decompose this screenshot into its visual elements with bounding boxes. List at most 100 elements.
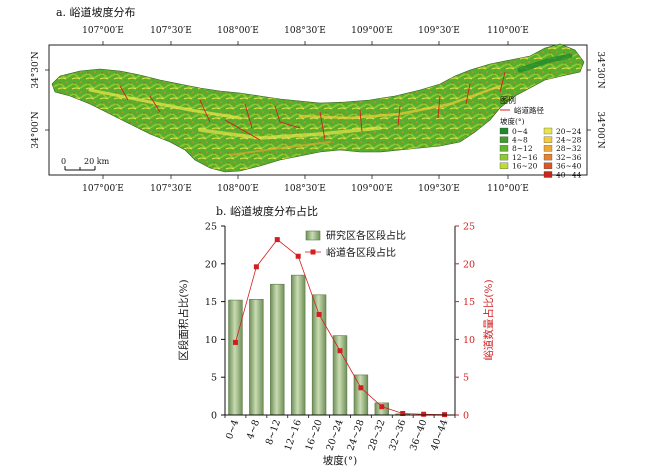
bar-0~4	[228, 299, 243, 416]
legend-class-swatch	[499, 162, 509, 169]
line-point-12~16	[295, 253, 301, 259]
line-point-24~28	[358, 385, 364, 391]
top-tick-label: 108°30′E	[284, 26, 326, 36]
bar-12~16	[290, 274, 306, 416]
top-tick-label: 110°00′E	[487, 26, 529, 36]
right-tick-label: 34°30′N	[595, 51, 605, 88]
left-tick-label: 25	[205, 222, 217, 233]
chart-axes	[224, 226, 456, 416]
legend-line-label: 峪道各区段占比	[326, 246, 396, 259]
bottom-tick-label: 108°00′E	[217, 184, 259, 194]
legend-class-label: 4~8	[512, 136, 528, 145]
bar-series	[228, 274, 452, 416]
legend-class-label: 20~24	[556, 127, 582, 136]
left-tick-label: 20	[205, 259, 217, 270]
legend-class-swatch	[543, 145, 553, 152]
legend-class-label: 24~28	[556, 136, 582, 145]
legend-bar-label: 研究区各区段占比	[326, 229, 406, 242]
x-tick-label: 8~12	[264, 418, 283, 446]
legend-line-marker	[310, 249, 316, 255]
right-tick-label: 10	[463, 335, 475, 346]
line-point-32~36	[400, 410, 406, 416]
bottom-tick-label: 109°30′E	[418, 184, 460, 194]
legend-bar-swatch	[305, 230, 321, 241]
bar-4~8	[249, 299, 264, 416]
bar-24~28	[353, 374, 369, 416]
legend-class-label: 16~20	[512, 162, 538, 171]
map-bottom-ticks: 107°00′E 107°30′E 108°00′E 108°30′E 109°…	[82, 184, 529, 194]
x-tick-label: 0~4	[224, 418, 241, 441]
right-tick-label: 20	[463, 259, 475, 270]
x-tick-label: 4~8	[245, 418, 262, 441]
legend-class-swatch	[499, 153, 509, 161]
x-tick-label: 24~28	[345, 418, 366, 452]
bottom-tick-label: 110°00′E	[487, 184, 529, 194]
legend-class-swatch	[543, 162, 553, 169]
map-legend: 图例 峪道路径 坡度(°) 0~44~88~1212~1616~2020~242…	[499, 95, 582, 179]
legend-class-swatch	[499, 145, 509, 152]
chart-legend: 研究区各区段占比 峪道各区段占比	[305, 229, 406, 259]
left-tick-label: 10	[205, 335, 217, 346]
y-axis-left-label: 区段面积占比(%)	[177, 279, 190, 360]
top-tick-label: 109°00′E	[351, 26, 393, 36]
right-tick-label: 0	[463, 411, 469, 422]
legend-class-label: 32~36	[556, 153, 582, 162]
x-tick-label: 16~20	[304, 418, 325, 452]
legend-class-swatch	[543, 171, 553, 178]
legend-class-label: 40~44	[556, 170, 582, 179]
left-tick-label: 34°00′N	[31, 111, 41, 148]
right-tick-label: 25	[463, 222, 475, 233]
slope-highlights	[88, 53, 573, 156]
legend-road-label: 峪道路径	[514, 105, 544, 115]
line-point-20~24	[337, 348, 343, 354]
bar-20~24	[332, 335, 348, 416]
x-tick-label: 28~32	[366, 418, 387, 452]
valley-road-paths	[119, 71, 506, 141]
x-tick-label: 40~44	[429, 418, 450, 452]
legend-class-label: 28~32	[556, 144, 582, 153]
map-top-ticks: 107°00′E 107°30′E 108°00′E 108°30′E 109°…	[82, 26, 529, 36]
left-tick-label: 34°30′N	[31, 51, 41, 88]
chart-title: b. 峪道坡度分布占比	[216, 204, 318, 218]
x-tick-label: 32~36	[387, 418, 408, 452]
right-tick-label: 5	[463, 373, 469, 384]
bottom-tick-label: 108°30′E	[284, 184, 326, 194]
legend-class-label: 8~12	[512, 144, 533, 153]
left-axis-ticks: 0 5 10 15 20 25	[205, 222, 225, 422]
legend-class-label: 36~40	[556, 162, 582, 171]
right-tick-label: 34°00′N	[595, 111, 605, 148]
bottom-tick-label: 107°30′E	[150, 184, 192, 194]
line-point-0~4	[232, 339, 238, 345]
line-point-16~20	[316, 311, 322, 317]
top-tick-label: 108°00′E	[217, 26, 259, 36]
left-tick-label: 15	[205, 297, 217, 308]
top-tick-label: 107°30′E	[150, 26, 192, 36]
bottom-tick-label: 109°00′E	[351, 184, 393, 194]
map-title: a. 峪道坡度分布	[56, 5, 136, 19]
legend-class-swatch	[543, 136, 553, 143]
bar-8~12	[270, 283, 285, 416]
study-area-slope-map	[51, 43, 585, 173]
map-top-tick-marks	[45, 41, 591, 179]
x-axis-label: 坡度(°)	[323, 454, 357, 467]
left-tick-label: 5	[211, 373, 217, 384]
legend-title: 图例	[500, 95, 516, 105]
line-point-36~40	[421, 411, 427, 417]
left-tick-label: 0	[211, 411, 217, 422]
legend-class-swatch	[499, 127, 509, 135]
y-axis-right-label: 峪道数量占比(%)	[482, 279, 495, 360]
x-axis-ticks: 0~4 4~8 8~12 12~16 16~20 20~24 24~28 28~32 32~36…	[224, 415, 456, 452]
scale-bar-label: 20 km	[84, 157, 110, 166]
line-point-4~8	[253, 264, 259, 270]
scale-bar: 0 20 km	[61, 157, 110, 171]
legend-class-swatch	[543, 127, 553, 135]
x-tick-label: 36~40	[408, 418, 429, 452]
line-point-8~12	[274, 237, 280, 243]
legend-class-label: 0~4	[512, 127, 528, 136]
bottom-tick-label: 107°00′E	[82, 184, 124, 194]
top-tick-label: 107°00′E	[82, 26, 124, 36]
legend-class-label: 12~16	[512, 153, 538, 162]
legend-slope-title: 坡度(°)	[500, 116, 525, 126]
